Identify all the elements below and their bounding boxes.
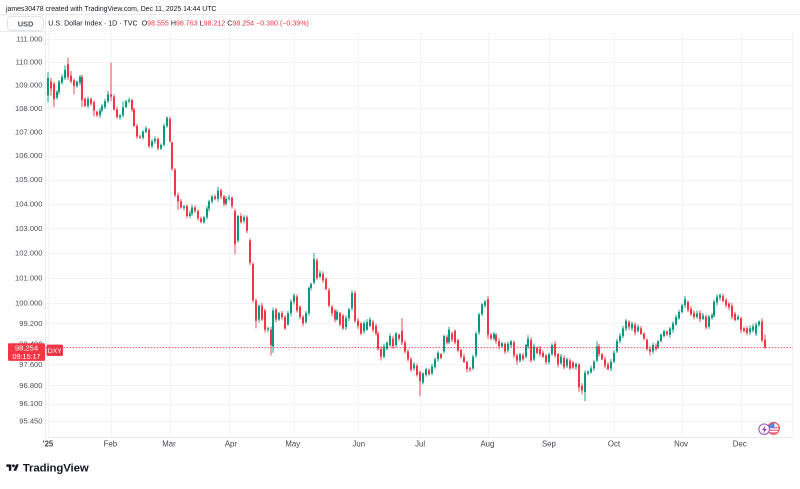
- svg-text:95.450: 95.450: [19, 416, 42, 425]
- svg-text:108.000: 108.000: [15, 104, 42, 113]
- svg-text:103.000: 103.000: [15, 224, 42, 233]
- svg-text:DXY: DXY: [48, 348, 62, 355]
- svg-text:107.000: 107.000: [15, 127, 42, 136]
- svg-text:Aug: Aug: [480, 439, 494, 448]
- svg-text:101.000: 101.000: [15, 273, 42, 282]
- svg-text:james30478 created with Tradin: james30478 created with TradingView.com,…: [5, 6, 216, 13]
- svg-text:Oct: Oct: [608, 439, 621, 448]
- svg-text:111.000: 111.000: [16, 35, 42, 44]
- svg-text:96.100: 96.100: [19, 399, 42, 408]
- svg-text:106.000: 106.000: [15, 151, 42, 160]
- svg-text:U.S. Dollar Index · 1D · TVC: U.S. Dollar Index · 1D · TVC O98.555 H98…: [48, 19, 309, 27]
- svg-text:Feb: Feb: [104, 439, 118, 448]
- svg-text:Sep: Sep: [542, 439, 557, 448]
- svg-text:'25: '25: [43, 439, 54, 448]
- svg-text:105.000: 105.000: [15, 175, 42, 184]
- svg-text:104.000: 104.000: [15, 199, 42, 208]
- svg-text:99.200: 99.200: [19, 319, 42, 328]
- svg-text:102.000: 102.000: [15, 249, 42, 258]
- svg-text:USD: USD: [18, 19, 34, 28]
- svg-text:97.600: 97.600: [19, 360, 42, 369]
- svg-text:Jun: Jun: [353, 439, 366, 448]
- svg-text:Mar: Mar: [162, 439, 176, 448]
- svg-text:100.000: 100.000: [15, 299, 42, 308]
- svg-text:Jul: Jul: [415, 439, 425, 448]
- svg-text:109.000: 109.000: [15, 81, 42, 90]
- svg-text:May: May: [285, 439, 300, 448]
- svg-text:110.000: 110.000: [16, 58, 43, 67]
- svg-text:09:15:17: 09:15:17: [13, 352, 41, 361]
- svg-text:98.254: 98.254: [15, 344, 38, 353]
- svg-text:Nov: Nov: [674, 439, 688, 448]
- svg-text:Apr: Apr: [225, 439, 238, 448]
- svg-text:96.800: 96.800: [19, 381, 42, 390]
- svg-text:TradingView: TradingView: [23, 463, 89, 475]
- svg-text:Dec: Dec: [733, 439, 747, 448]
